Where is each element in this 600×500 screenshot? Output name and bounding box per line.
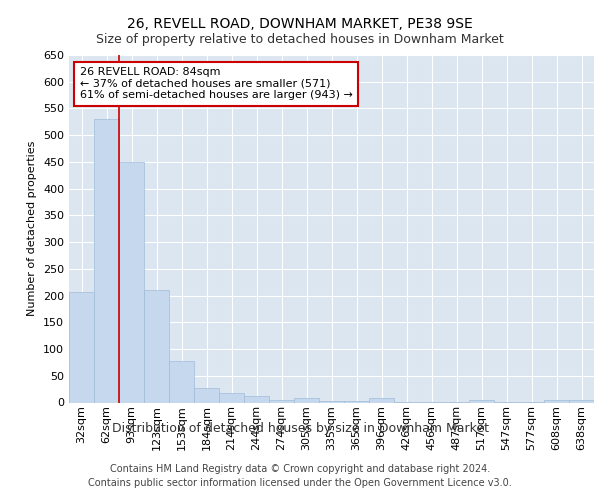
Bar (194, 388, 219, 402)
Bar (469, 400, 494, 402)
Text: 26, REVELL ROAD, DOWNHAM MARKET, PE38 9SE: 26, REVELL ROAD, DOWNHAM MARKET, PE38 9S… (127, 18, 473, 32)
Y-axis label: Number of detached properties: Number of detached properties (28, 141, 37, 316)
Bar (94, 119, 119, 403)
Bar (219, 394, 244, 402)
Bar (169, 362, 194, 403)
Bar (269, 400, 294, 402)
Bar (69, 292, 94, 403)
Bar (294, 398, 319, 402)
Bar (144, 290, 169, 403)
Bar (544, 400, 569, 402)
Bar (244, 396, 269, 402)
Bar (569, 400, 594, 402)
Bar (369, 398, 394, 402)
Text: Contains HM Land Registry data © Crown copyright and database right 2024.
Contai: Contains HM Land Registry data © Crown c… (88, 464, 512, 487)
Text: 26 REVELL ROAD: 84sqm
← 37% of detached houses are smaller (571)
61% of semi-det: 26 REVELL ROAD: 84sqm ← 37% of detached … (79, 67, 352, 100)
Bar (319, 401, 344, 402)
Bar (119, 162, 144, 402)
Text: Size of property relative to detached houses in Downham Market: Size of property relative to detached ho… (96, 32, 504, 46)
Text: Distribution of detached houses by size in Downham Market: Distribution of detached houses by size … (112, 422, 488, 435)
